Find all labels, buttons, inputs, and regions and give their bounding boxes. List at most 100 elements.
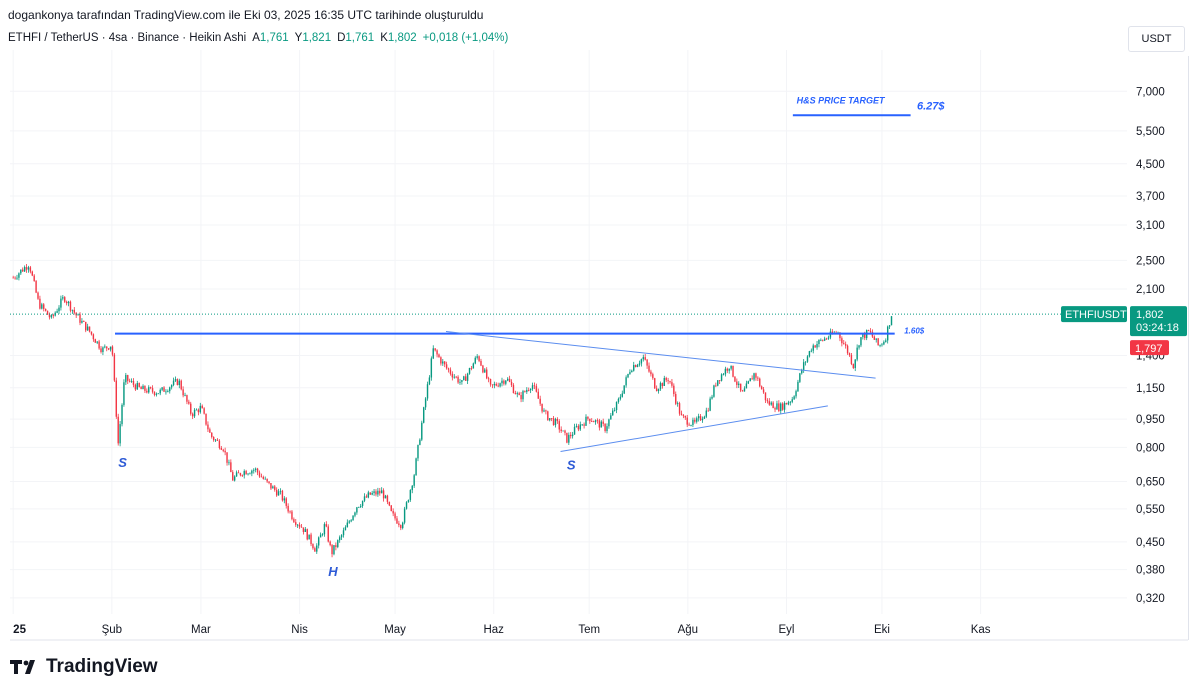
candle-body bbox=[50, 315, 53, 318]
candle-body bbox=[783, 402, 786, 410]
candle-body bbox=[228, 462, 230, 464]
candle-body bbox=[487, 378, 490, 380]
candle-body bbox=[869, 330, 872, 332]
candle-body bbox=[776, 403, 778, 410]
candle-body bbox=[71, 309, 74, 311]
candle-body bbox=[212, 437, 215, 441]
candle-body bbox=[638, 363, 641, 365]
candle-body bbox=[337, 540, 339, 548]
candle-body bbox=[841, 338, 843, 344]
candle-body bbox=[489, 379, 492, 385]
candle-body bbox=[146, 390, 148, 393]
candle-body bbox=[510, 381, 513, 386]
candle-body bbox=[820, 339, 822, 341]
top-bar: dogankonya tarafından TradingView.com il… bbox=[0, 0, 1200, 30]
y-tick-label: 0,550 bbox=[1136, 504, 1165, 516]
candle-body bbox=[524, 391, 526, 392]
candle-body bbox=[170, 385, 173, 388]
candle-body bbox=[657, 389, 660, 392]
candle-body bbox=[791, 399, 793, 402]
candle-body bbox=[705, 410, 708, 417]
candle-body bbox=[417, 444, 419, 459]
candle-body bbox=[102, 347, 104, 353]
triangle-lower bbox=[560, 405, 828, 453]
candle-body bbox=[432, 348, 434, 359]
candle-body bbox=[808, 351, 811, 357]
symbol-legend: ETHFI / TetherUS · 4sa · Binance · Heiki… bbox=[8, 32, 508, 44]
candle-body bbox=[367, 492, 370, 498]
y-tick-label: 3,700 bbox=[1136, 191, 1165, 203]
candle-body bbox=[98, 341, 100, 349]
candle-body bbox=[554, 419, 557, 426]
candle-body bbox=[361, 500, 364, 506]
candle-body bbox=[344, 527, 347, 531]
candle-body bbox=[39, 298, 41, 309]
candle-body bbox=[747, 381, 750, 384]
candle-body bbox=[623, 385, 625, 394]
candle-body bbox=[482, 365, 484, 373]
candle-body bbox=[295, 522, 297, 525]
candle-body bbox=[526, 390, 528, 392]
candle-body bbox=[606, 426, 608, 432]
candle-body bbox=[443, 361, 446, 365]
candle-body bbox=[860, 337, 862, 346]
candle-body bbox=[386, 495, 389, 502]
ohlc-high: Y1,821 bbox=[294, 32, 332, 44]
candle-body bbox=[772, 402, 774, 409]
candle-body bbox=[316, 545, 318, 552]
candle-body bbox=[447, 368, 450, 370]
currency-unit-button[interactable]: USDT bbox=[1128, 26, 1185, 52]
x-tick-label: Nis bbox=[291, 624, 308, 636]
candle-body bbox=[363, 496, 366, 501]
candle-body bbox=[654, 378, 656, 389]
candle-body bbox=[419, 439, 421, 445]
candle-body bbox=[279, 490, 282, 492]
candle-body bbox=[844, 344, 847, 346]
candle-body bbox=[148, 387, 150, 393]
candle-body bbox=[60, 298, 62, 308]
candle-body bbox=[375, 491, 377, 495]
candle-body bbox=[314, 548, 316, 552]
candle-body bbox=[329, 541, 331, 546]
candle-body bbox=[260, 476, 263, 478]
candle-body bbox=[463, 376, 465, 381]
candle-body bbox=[325, 524, 328, 527]
candle-body bbox=[464, 376, 467, 381]
candle-body bbox=[268, 481, 270, 483]
candle-body bbox=[392, 511, 394, 514]
candle-body bbox=[111, 346, 114, 355]
candle-body bbox=[508, 378, 511, 382]
y-tick-label: 3,100 bbox=[1136, 220, 1165, 232]
candle-body bbox=[415, 458, 417, 476]
candle-body bbox=[468, 368, 471, 374]
candle-body bbox=[207, 424, 209, 430]
candle-body bbox=[743, 388, 746, 392]
candle-body bbox=[617, 398, 620, 402]
y-tick-label: 0,650 bbox=[1136, 476, 1165, 488]
candle-body bbox=[545, 410, 547, 412]
symbol-title[interactable]: ETHFI / TetherUS · 4sa · Binance · Heiki… bbox=[8, 32, 247, 44]
candle-body bbox=[724, 368, 727, 375]
candle-body bbox=[541, 403, 543, 412]
candle-body bbox=[741, 390, 744, 392]
candle-body bbox=[570, 434, 572, 437]
candle-body bbox=[585, 416, 587, 426]
second-price-tag bbox=[1130, 340, 1169, 356]
candle-body bbox=[262, 476, 265, 479]
candle-body bbox=[310, 534, 312, 545]
candle-body bbox=[694, 419, 696, 422]
candle-body bbox=[770, 402, 772, 405]
candle-body bbox=[172, 380, 175, 386]
candle-body bbox=[226, 452, 228, 463]
candle-body bbox=[201, 405, 203, 409]
candle-body bbox=[382, 490, 385, 499]
target-title: H&S PRICE TARGET bbox=[797, 95, 886, 105]
candle-body bbox=[472, 363, 475, 369]
candle-body bbox=[827, 337, 830, 339]
candle-body bbox=[575, 426, 578, 427]
candle-body bbox=[577, 426, 580, 430]
candle-body bbox=[814, 345, 816, 348]
candle-body bbox=[335, 545, 337, 548]
candle-body bbox=[642, 357, 645, 360]
